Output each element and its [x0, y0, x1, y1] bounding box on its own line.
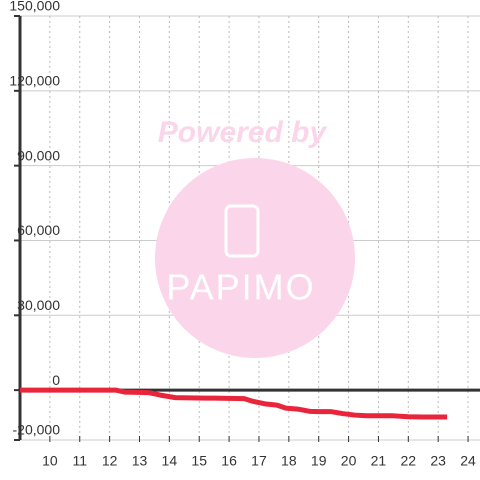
x-tick-label: 15 — [191, 453, 207, 469]
x-tick-label: 20 — [341, 453, 357, 469]
x-tick-label: 17 — [251, 453, 267, 469]
x-tick-label: 22 — [401, 453, 417, 469]
data-line — [20, 387, 448, 420]
x-tick-label: 10 — [42, 453, 58, 469]
watermark: Powered by PAPIMO — [155, 116, 355, 358]
x-tick-label: 13 — [132, 453, 148, 469]
y-tick-label: 90,000 — [17, 147, 60, 163]
y-tick-label: 0 — [52, 372, 60, 388]
plot: -20,000 0 30,000 60,000 90,000 120,000 150,000… — [9, 0, 480, 469]
watermark-text: Powered by — [158, 116, 328, 149]
x-tick-label: 24 — [460, 453, 476, 469]
x-tick-label: 19 — [311, 453, 327, 469]
y-tick-label: 60,000 — [17, 222, 60, 238]
y-tick-label: -20,000 — [13, 422, 61, 438]
watermark-circle — [155, 158, 355, 358]
x-tick-label: 12 — [102, 453, 118, 469]
y-tick-label: 150,000 — [9, 0, 60, 14]
x-tick-label: 16 — [221, 453, 237, 469]
x-tick-label: 11 — [72, 453, 87, 469]
x-tick-label: 14 — [162, 453, 178, 469]
x-tick-label: 21 — [371, 453, 387, 469]
y-tick-label: 120,000 — [9, 73, 60, 89]
watermark-phone — [224, 204, 260, 258]
x-tick-label: 23 — [430, 453, 446, 469]
x-tick-label: 18 — [281, 453, 297, 469]
y-tick-label: 30,000 — [17, 297, 60, 313]
watermark-logo: PAPIMO — [166, 267, 315, 308]
